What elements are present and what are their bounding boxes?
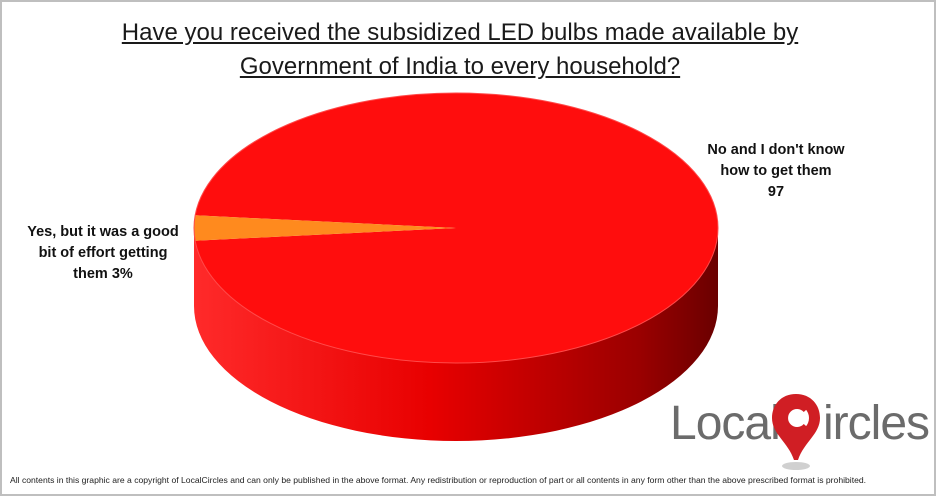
slice-label-no-line2: how to get them (720, 163, 832, 179)
copyright-footer: All contents in this graphic are a copyr… (10, 475, 867, 485)
chart-title: Have you received the subsidized LED bul… (60, 16, 860, 84)
pie-slice-yes (194, 215, 456, 241)
slice-label-no-line3: 97 (767, 184, 785, 200)
slice-label-yes-line1: Yes, but it was a good (27, 224, 179, 240)
pie-slice-no (195, 92, 718, 363)
slice-label-no-line1: No and I don't know (707, 142, 845, 158)
title-line-1: Have you received the subsidized LED bul… (121, 19, 799, 46)
slice-label-yes-line3: them 3% (73, 266, 133, 282)
pie-top-outline (193, 92, 719, 364)
logo-text-ircles: ircles (823, 397, 930, 450)
slice-label-yes-line2: bit of effort getting (38, 245, 168, 261)
slice-label-no: No and I don't know how to get them 97 (676, 140, 876, 203)
logo-pin-icon (772, 394, 820, 470)
localcircles-logo: Local ircles (668, 390, 936, 480)
logo-text-local: Local (670, 397, 781, 450)
pie-side-wall (194, 228, 718, 441)
slice-label-yes: Yes, but it was a good bit of effort get… (8, 222, 198, 285)
title-line-2: Government of India to every household? (239, 53, 681, 80)
